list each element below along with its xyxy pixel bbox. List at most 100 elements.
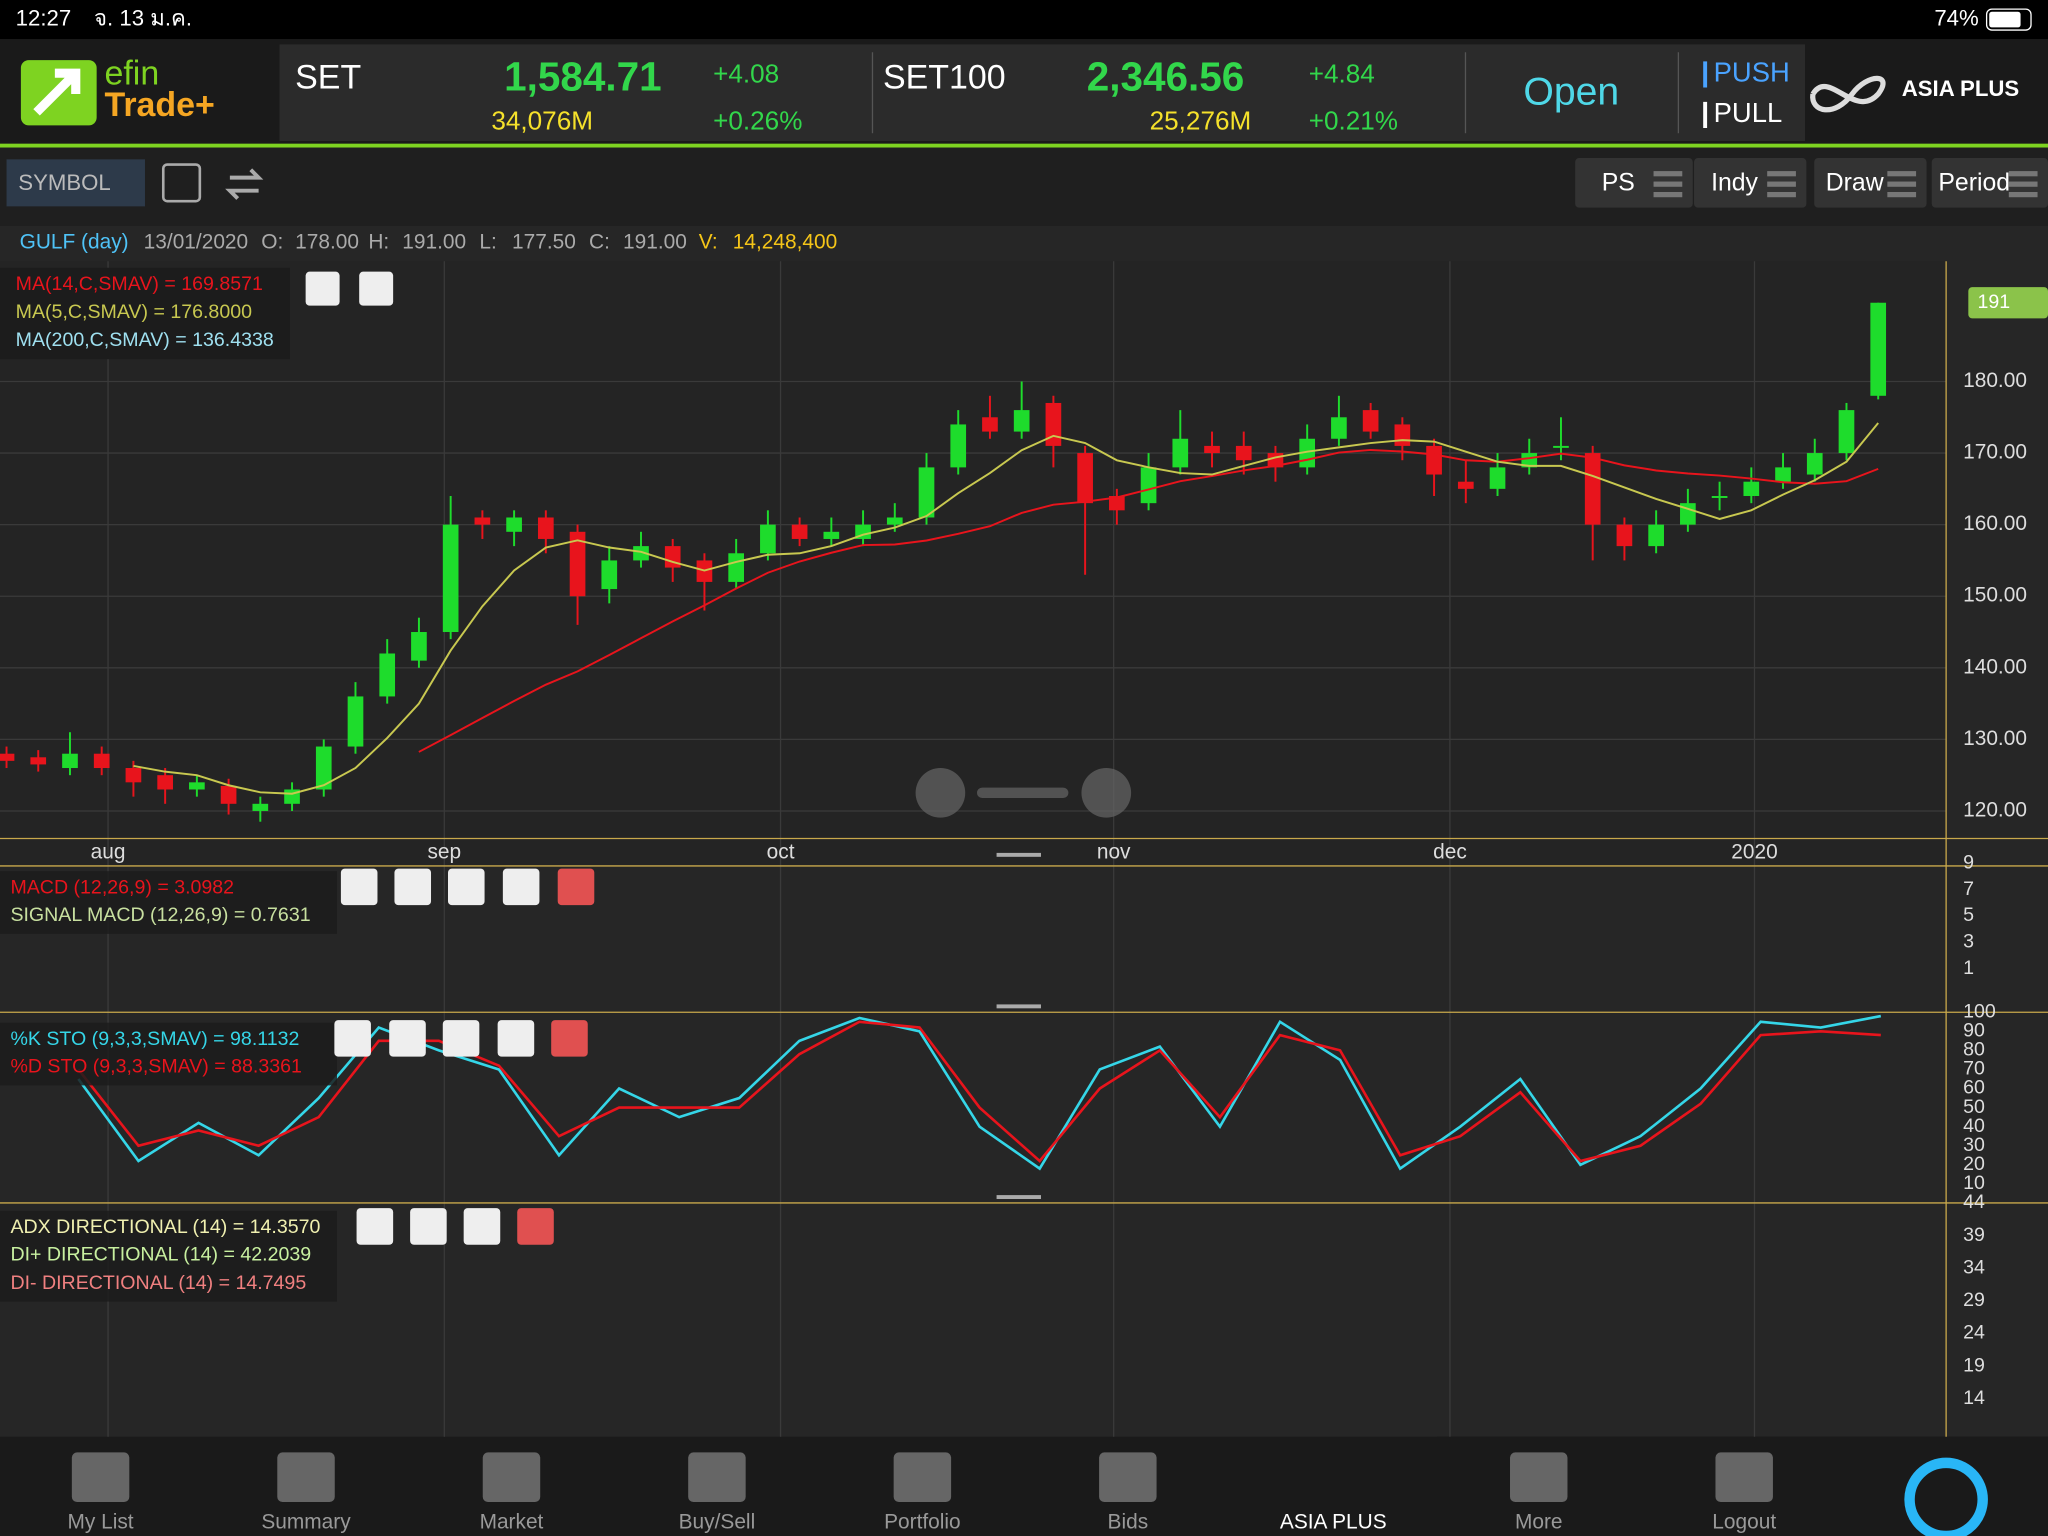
moving-average — [133, 422, 1879, 795]
index-name: SET100 — [883, 59, 1006, 97]
menu-icon — [1887, 181, 1917, 187]
menu-icon — [1767, 181, 1796, 187]
y-tick-label: 60 — [1963, 1077, 1985, 1099]
app-button[interactable] — [1904, 1457, 1988, 1536]
nav-icon[interactable] — [482, 1452, 541, 1503]
candle-body — [1013, 410, 1030, 432]
panel-tool-button[interactable] — [557, 868, 595, 906]
candle-body — [1109, 496, 1125, 511]
legend-entry: DI+ DIRECTIONAL (14) = 42.2039 — [10, 1243, 311, 1265]
pull-button[interactable]: PULL — [1714, 97, 1783, 128]
zoom-out[interactable] — [915, 768, 966, 818]
nav-icon[interactable] — [893, 1452, 952, 1503]
index-percent: +0.21% — [1309, 106, 1398, 136]
battery-icon — [1985, 8, 2032, 31]
push-button[interactable]: PUSH — [1714, 57, 1790, 88]
menu-icon — [1887, 192, 1917, 198]
chart-info: 178.00 — [295, 230, 359, 253]
bottom-nav — [0, 1436, 2048, 1536]
x-tick-label: nov — [1097, 840, 1131, 863]
candle-body — [886, 517, 903, 525]
legend-entry: MA(5,C,SMAV) = 176.8000 — [16, 301, 252, 323]
legend-entry: ADX DIRECTIONAL (14) = 14.3570 — [10, 1216, 320, 1238]
broker-logo — [1810, 75, 1886, 113]
y-tick-label: 20 — [1963, 1153, 1985, 1175]
panel-tool-button[interactable] — [497, 1020, 535, 1057]
y-tick-label: 3 — [1963, 931, 1974, 953]
candle-body — [315, 746, 332, 790]
nav-label[interactable]: More — [1515, 1510, 1563, 1533]
panel-resize-handle[interactable] — [996, 852, 1041, 857]
candle-body — [950, 424, 967, 468]
candle-body — [823, 531, 840, 539]
x-tick-label: oct — [767, 840, 795, 863]
index-volume: 34,076M — [491, 106, 593, 136]
zoom-slider — [976, 787, 1069, 799]
candle-body — [125, 768, 142, 783]
nav-label[interactable]: Buy/Sell — [679, 1510, 756, 1533]
nav-icon[interactable] — [1715, 1452, 1773, 1503]
candle-body — [1584, 453, 1601, 525]
panel-tool-button[interactable] — [394, 868, 432, 906]
candle-body — [30, 757, 47, 765]
panel-tool-button[interactable] — [448, 868, 485, 906]
y-tick-label: 120.00 — [1963, 798, 2027, 821]
panel-tool-button[interactable] — [389, 1020, 426, 1057]
nav-label[interactable]: Portfolio — [884, 1510, 961, 1533]
zoom-in[interactable] — [1081, 768, 1132, 818]
last-price-label: 191 — [1977, 291, 2010, 313]
panel-tool-button[interactable] — [517, 1208, 554, 1245]
nav-icon[interactable] — [71, 1452, 130, 1503]
chart-tool-button[interactable] — [359, 271, 394, 306]
menu-icon — [1767, 171, 1796, 177]
chart-info: 13/01/2020 — [144, 230, 248, 253]
menu-icon — [1653, 171, 1683, 177]
refresh-button[interactable] — [225, 168, 264, 200]
nav-label[interactable]: My List — [68, 1510, 134, 1533]
candle-body — [93, 753, 110, 769]
symbol-input[interactable] — [6, 159, 145, 207]
logo-bottom: Trade+ — [104, 86, 214, 124]
chart-tool-button[interactable] — [305, 271, 340, 306]
candle-body — [1426, 445, 1442, 475]
panel-tool-button[interactable] — [551, 1020, 588, 1057]
panel-tool-button[interactable] — [356, 1208, 394, 1245]
candle-body — [411, 632, 427, 661]
y-tick-label: 34 — [1963, 1256, 1985, 1278]
panel-tool-button[interactable] — [502, 868, 540, 906]
panel-tool-button[interactable] — [442, 1020, 480, 1057]
nav-label[interactable]: Bids — [1108, 1510, 1149, 1533]
index-name: SET — [295, 59, 361, 97]
panel-tool-button[interactable] — [410, 1208, 447, 1245]
nav-icon[interactable] — [277, 1452, 335, 1503]
panel-tool-button[interactable] — [340, 868, 378, 906]
candle-body — [1806, 453, 1823, 475]
candle-body — [474, 517, 491, 525]
panel-resize-handle[interactable] — [996, 1004, 1041, 1009]
menu-icon — [1887, 171, 1917, 177]
index-panel — [279, 44, 1806, 142]
nav-label[interactable]: ASIA PLUS — [1280, 1510, 1387, 1533]
calendar-button[interactable] — [161, 163, 202, 203]
y-tick-label: 80 — [1963, 1039, 1985, 1061]
nav-icon[interactable] — [1510, 1452, 1568, 1503]
legend-entry: %K STO (9,3,3,SMAV) = 98.1132 — [10, 1028, 299, 1050]
candle-body — [1045, 402, 1062, 446]
candle-body — [1077, 453, 1093, 504]
panel-tool-button[interactable] — [463, 1208, 501, 1245]
panel-tool-button[interactable] — [334, 1020, 371, 1057]
chart-info: O: — [261, 230, 283, 253]
candle-body — [537, 517, 554, 539]
menu-icon — [1653, 181, 1683, 187]
candle-body — [442, 524, 459, 633]
candle-body — [1711, 496, 1728, 498]
nav-label[interactable]: Summary — [261, 1510, 351, 1533]
nav-label[interactable]: Market — [480, 1510, 544, 1533]
nav-icon[interactable] — [1099, 1452, 1157, 1503]
panel-resize-handle[interactable] — [996, 1195, 1041, 1200]
y-tick-label: 7 — [1963, 878, 1974, 900]
index-volume: 25,276M — [1150, 106, 1252, 136]
nav-label[interactable]: Logout — [1712, 1510, 1776, 1533]
y-tick-label: 9 — [1963, 852, 1974, 874]
nav-icon[interactable] — [688, 1452, 746, 1503]
